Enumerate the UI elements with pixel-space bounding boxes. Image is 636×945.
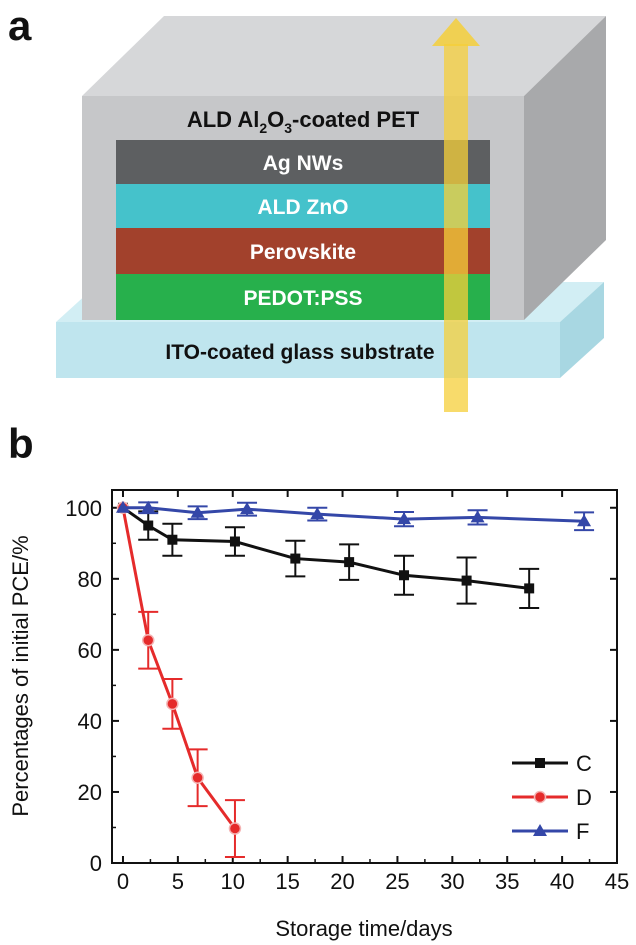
legend-marker-C xyxy=(535,758,545,768)
data-point-F xyxy=(190,505,205,518)
y-tick-label: 40 xyxy=(78,709,102,734)
legend-label-D: D xyxy=(576,785,592,810)
substrate-label: ITO-coated glass substrate xyxy=(165,341,434,364)
data-point-C xyxy=(399,570,410,581)
layer-pedot-pss xyxy=(116,274,490,320)
perovskite-label: Perovskite xyxy=(250,241,356,264)
data-point-F xyxy=(115,500,130,513)
ag-nws-label: Ag NWs xyxy=(263,152,344,175)
y-tick-label: 0 xyxy=(90,851,102,876)
pet-side-face xyxy=(524,16,606,320)
ald-zno-label: ALD ZnO xyxy=(258,196,349,219)
data-point-F xyxy=(470,510,485,523)
x-tick-label: 20 xyxy=(330,869,354,894)
substrate-front-face xyxy=(56,322,560,378)
x-tick-label: 5 xyxy=(172,869,184,894)
series-C xyxy=(117,502,540,609)
y-tick-label: 60 xyxy=(78,638,102,663)
x-tick-label: 0 xyxy=(117,869,129,894)
y-tick-label: 80 xyxy=(78,567,102,592)
y-tick-label: 100 xyxy=(65,496,102,521)
pet-layer-label: ALD Al2O3-coated PET xyxy=(187,107,420,136)
data-point-C xyxy=(524,583,535,594)
series-F xyxy=(115,500,595,532)
data-point-C xyxy=(344,557,355,568)
x-tick-label: 10 xyxy=(221,869,245,894)
series-line-F xyxy=(122,506,585,523)
x-tick-label: 35 xyxy=(495,869,519,894)
panel-label-b: b xyxy=(8,420,34,467)
device-structure-diagram: ALD Al2O3-coated PET Ag NWs ALD ZnO Pero… xyxy=(56,16,606,412)
data-point-D xyxy=(166,697,179,711)
y-axis-label: Percentages of initial PCE/% xyxy=(8,535,33,816)
pce-stability-chart: 0 5 10 15 20 25 30 35 40 45 0 20 40 60 80 100 CDF Stora… xyxy=(8,489,629,941)
x-tick-label: 25 xyxy=(385,869,409,894)
x-tick-label: 30 xyxy=(440,869,464,894)
data-point-F xyxy=(397,512,412,525)
data-point-C xyxy=(229,536,240,547)
y-tick-label: 20 xyxy=(78,780,102,805)
data-point-F xyxy=(577,514,592,527)
pet-top-face xyxy=(82,16,606,96)
legend-label-C: C xyxy=(576,751,592,776)
data-point-C xyxy=(290,553,301,564)
light-arrow-shaft xyxy=(444,44,468,412)
x-axis-label: Storage time/days xyxy=(275,916,452,941)
x-tick-label: 40 xyxy=(550,869,574,894)
x-tick-label: 15 xyxy=(275,869,299,894)
layer-ald-zno xyxy=(116,184,490,228)
legend-marker-F xyxy=(533,824,547,836)
data-point-D xyxy=(141,634,155,647)
x-tick-label: 45 xyxy=(605,869,629,894)
plot-frame xyxy=(111,489,618,864)
data-point-D xyxy=(191,771,204,784)
legend-label-F: F xyxy=(576,819,589,844)
substrate-side-face xyxy=(560,282,604,378)
data-point-D xyxy=(228,822,242,835)
light-arrow-head xyxy=(432,18,480,46)
data-point-C xyxy=(461,575,472,586)
legend-marker-D xyxy=(533,790,547,804)
panel-label-a: a xyxy=(8,2,32,49)
data-point-F xyxy=(240,502,255,515)
data-point-F xyxy=(141,500,156,513)
data-point-F xyxy=(310,507,325,520)
data-point-C xyxy=(143,520,154,531)
series-D xyxy=(116,501,245,858)
layer-ag-nws xyxy=(116,140,490,184)
pedot-pss-label: PEDOT:PSS xyxy=(243,287,362,310)
data-point-C xyxy=(167,534,178,545)
layer-perovskite xyxy=(116,228,490,274)
